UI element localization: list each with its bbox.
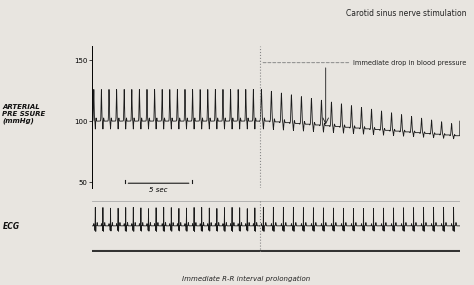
Text: 5 sec: 5 sec: [149, 188, 168, 194]
Text: Immediate R-R interval prolongation: Immediate R-R interval prolongation: [182, 276, 310, 282]
Text: ECG: ECG: [2, 222, 19, 231]
Text: Carotid sinus nerve stimulation: Carotid sinus nerve stimulation: [346, 9, 466, 18]
Text: Immediate drop in blood pressure: Immediate drop in blood pressure: [353, 60, 466, 66]
Text: ARTERIAL
PRE SSURE
(mmHg): ARTERIAL PRE SSURE (mmHg): [2, 104, 46, 124]
